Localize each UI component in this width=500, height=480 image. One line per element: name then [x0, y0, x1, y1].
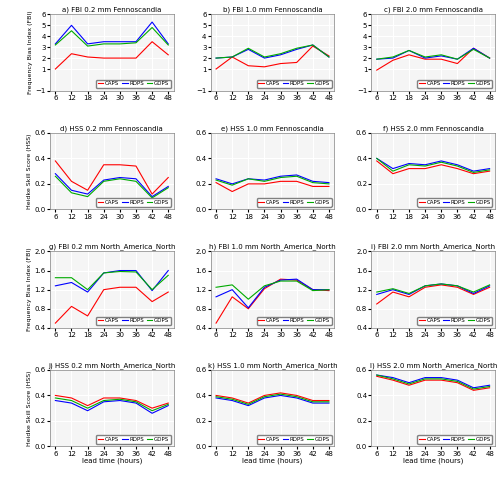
Legend: CAPS, RDPS, GDPS: CAPS, RDPS, GDPS: [418, 317, 492, 325]
Legend: CAPS, RDPS, GDPS: CAPS, RDPS, GDPS: [96, 317, 171, 325]
Title: j) HSS 0.2 mm North_America_North: j) HSS 0.2 mm North_America_North: [48, 362, 176, 369]
Title: i) FBI 2.0 mm North_America_North: i) FBI 2.0 mm North_America_North: [371, 244, 496, 251]
Legend: CAPS, RDPS, GDPS: CAPS, RDPS, GDPS: [256, 80, 332, 88]
Title: h) FBI 1.0 mm North_America_North: h) FBI 1.0 mm North_America_North: [209, 244, 336, 251]
Legend: CAPS, RDPS, GDPS: CAPS, RDPS, GDPS: [418, 198, 492, 206]
Legend: CAPS, RDPS, GDPS: CAPS, RDPS, GDPS: [256, 198, 332, 206]
Legend: CAPS, RDPS, GDPS: CAPS, RDPS, GDPS: [418, 80, 492, 88]
X-axis label: lead time (hours): lead time (hours): [82, 458, 142, 465]
Title: l) HSS 2.0 mm North_America_North: l) HSS 2.0 mm North_America_North: [370, 362, 497, 369]
Title: b) FBI 1.0 mm Fennoscandia: b) FBI 1.0 mm Fennoscandia: [222, 7, 322, 13]
Legend: CAPS, RDPS, GDPS: CAPS, RDPS, GDPS: [256, 435, 332, 444]
Title: a) FBI 0.2 mm Fennoscandia: a) FBI 0.2 mm Fennoscandia: [62, 7, 162, 13]
Title: e) HSS 1.0 mm Fennoscandia: e) HSS 1.0 mm Fennoscandia: [221, 125, 324, 132]
Y-axis label: Frequency Bias Index (FBI): Frequency Bias Index (FBI): [28, 11, 32, 95]
X-axis label: lead time (hours): lead time (hours): [242, 458, 302, 465]
Legend: CAPS, RDPS, GDPS: CAPS, RDPS, GDPS: [418, 435, 492, 444]
Title: d) HSS 0.2 mm Fennoscandia: d) HSS 0.2 mm Fennoscandia: [60, 125, 163, 132]
Y-axis label: Heidke Skill Score (HSS): Heidke Skill Score (HSS): [27, 133, 32, 209]
Title: f) HSS 2.0 mm Fennoscandia: f) HSS 2.0 mm Fennoscandia: [383, 125, 484, 132]
Legend: CAPS, RDPS, GDPS: CAPS, RDPS, GDPS: [96, 435, 171, 444]
Title: g) FBI 0.2 mm North_America_North: g) FBI 0.2 mm North_America_North: [48, 244, 175, 251]
Title: c) FBI 2.0 mm Fennoscandia: c) FBI 2.0 mm Fennoscandia: [384, 7, 482, 13]
Legend: CAPS, RDPS, GDPS: CAPS, RDPS, GDPS: [96, 80, 171, 88]
Legend: CAPS, RDPS, GDPS: CAPS, RDPS, GDPS: [256, 317, 332, 325]
Y-axis label: Heidke Skill Score (HSS): Heidke Skill Score (HSS): [27, 371, 32, 446]
X-axis label: lead time (hours): lead time (hours): [403, 458, 464, 465]
Title: k) HSS 1.0 mm North_America_North: k) HSS 1.0 mm North_America_North: [208, 362, 338, 369]
Legend: CAPS, RDPS, GDPS: CAPS, RDPS, GDPS: [96, 198, 171, 206]
Y-axis label: Frequency Bias Index (FBI): Frequency Bias Index (FBI): [27, 248, 32, 332]
